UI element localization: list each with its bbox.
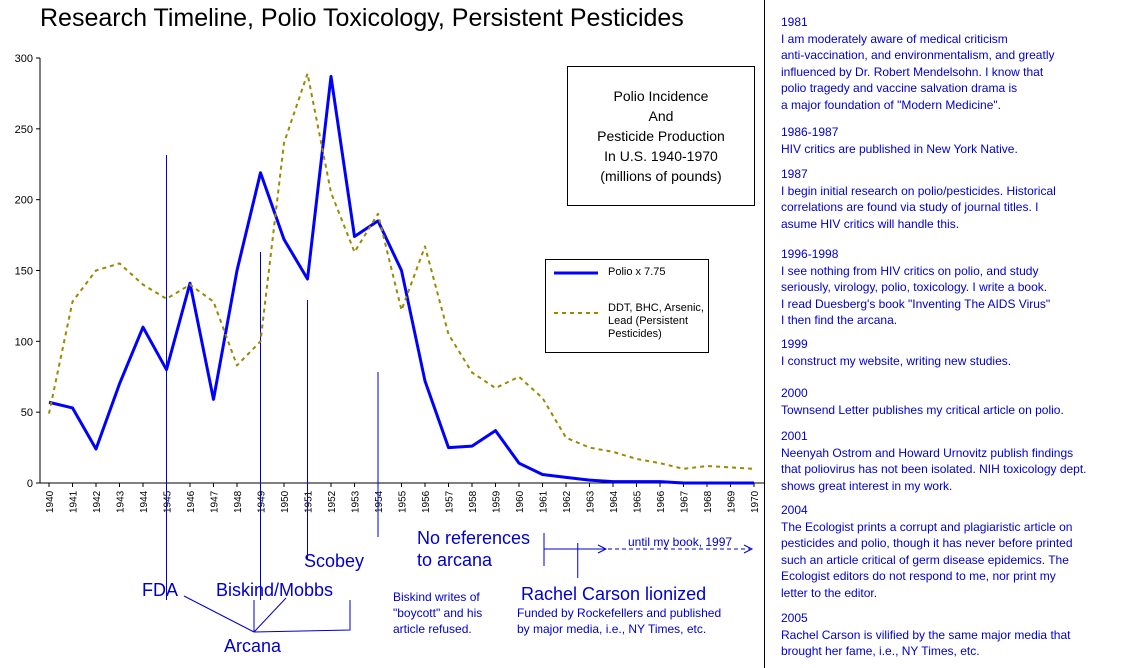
legend-label-pesticides: DDT, BHC, Arsenic, Lead (Persistent Pest… [608, 302, 704, 340]
x-tick-label: 1940 [45, 490, 56, 513]
chart-axes: 0 50 100 150 200 250 300 1940 1941 1942 1943 1944 19… [15, 53, 764, 513]
x-tick-label: 1943 [116, 490, 127, 513]
y-tick-label: 250 [15, 124, 33, 136]
x-tick-label: 1957 [445, 490, 456, 513]
x-tick-label: 1969 [727, 490, 738, 513]
x-tick-label: 1954 [374, 490, 385, 513]
annotation-funded-note: Funded by Rockefellers and published by … [517, 606, 722, 636]
annotation-lines [183, 533, 754, 633]
x-tick-label: 1947 [210, 490, 221, 513]
y-tick-label: 0 [27, 478, 33, 490]
chart-title: Research Timeline, Polio Toxicology, Per… [40, 4, 684, 32]
annotation-until-book: until my book, 1997 [628, 535, 733, 549]
x-tick-label: 1961 [539, 490, 550, 513]
y-tick-label: 100 [15, 336, 33, 348]
timeline-year: 1996-1998 [781, 247, 839, 261]
x-tick-label: 1966 [656, 490, 667, 513]
x-tick-label: 1970 [750, 490, 761, 513]
legend-swatch-pesticides [554, 312, 598, 314]
annotation-arcana: Arcana [224, 636, 282, 656]
x-tick-label: 1942 [92, 490, 103, 513]
x-tick-label: 1963 [586, 490, 597, 513]
timeline-year: 2005 [781, 611, 808, 625]
annotation-scobey: Scobey [304, 551, 365, 571]
x-tick-label: 1962 [562, 490, 573, 513]
x-tick-label: 1950 [280, 490, 291, 513]
timeline-text: Neenyah Ostrom and Howard Urnovitz publi… [781, 445, 1087, 493]
timeline-entry: 1986-1987 HIV critics are published in N… [781, 124, 1018, 157]
y-tick-label: 50 [21, 407, 33, 419]
timeline-entry: 1987 I begin initial research on polio/p… [781, 166, 1056, 232]
panel-divider [764, 0, 765, 668]
x-tick-label: 1941 [69, 490, 80, 513]
timeline-year: 2004 [781, 503, 808, 517]
annotation-biskind-mobbs: Biskind/Mobbs [216, 580, 334, 600]
timeline-year: 2000 [781, 386, 808, 400]
timeline-entry: 2001 Neenyah Ostrom and Howard Urnovitz … [781, 428, 1087, 494]
y-tick-label: 300 [15, 53, 33, 65]
timeline-entry: 1981 I am moderately aware of medical cr… [781, 14, 1054, 113]
x-tick-label: 1965 [633, 490, 644, 513]
arcana-connector-mobbs [253, 597, 287, 633]
timeline-entry: 1999 I construct my website, writing new… [781, 336, 1011, 369]
timeline-text: I am moderately aware of medical critici… [781, 31, 1055, 112]
x-tick-label: 1951 [304, 490, 315, 513]
chart-canvas: 0 50 100 150 200 250 300 1940 1941 1942 1943 1944 19… [15, 53, 764, 633]
x-tick-label: 1960 [515, 490, 526, 513]
x-tick-label: 1955 [398, 490, 409, 513]
x-tick-label: 1952 [327, 490, 338, 513]
x-tick-label: 1967 [680, 490, 691, 513]
x-tick-label: 1968 [703, 490, 714, 513]
until-book-arrowhead [743, 544, 754, 554]
x-tick-label: 1958 [468, 490, 479, 513]
series-line-0 [48, 74, 754, 485]
legend-swatch-polio [554, 271, 598, 275]
x-tick-label: 1945 [163, 490, 174, 513]
timeline-text: I see nothing from HIV critics on polio,… [781, 263, 1051, 328]
timeline-text: I begin initial research on polio/pestic… [781, 183, 1056, 231]
no-ref-arrowhead [597, 544, 608, 554]
chart-legend: Polio x 7.75 DDT, BHC, Arsenic, Lead (Pe… [545, 259, 709, 353]
timeline-entry: 2005 Rachel Carson is vilified by the sa… [781, 610, 1070, 660]
timeline-text: HIV critics are published in New York Na… [781, 141, 1018, 156]
y-tick-label: 200 [15, 195, 33, 207]
annotation-no-references: No references to arcana [417, 528, 531, 570]
timeline-entry: 2004 The Ecologist prints a corrupt and … [781, 502, 1073, 601]
legend-label-polio: Polio x 7.75 [608, 266, 666, 278]
arcana-connector-fda [183, 595, 255, 633]
timeline-text: The Ecologist prints a corrupt and plagi… [781, 519, 1073, 600]
x-tick-label: 1944 [139, 490, 150, 513]
x-tick-label: 1956 [421, 490, 432, 513]
timeline-year: 1987 [781, 167, 808, 181]
timeline-year: 1999 [781, 337, 808, 351]
x-tick-label: 1953 [351, 490, 362, 513]
timeline-text: Townsend Letter publishes my critical ar… [781, 402, 1064, 417]
x-tick-label: 1946 [186, 490, 197, 513]
series-layer [48, 72, 755, 485]
annotation-rachel-carson: Rachel Carson lionized [521, 584, 707, 604]
x-tick-label: 1959 [492, 490, 503, 513]
y-tick-label: 150 [15, 266, 33, 278]
timeline-year: 1981 [781, 15, 808, 29]
x-tick-label: 1964 [609, 490, 620, 513]
timeline-entry: 1996-1998 I see nothing from HIV critics… [781, 246, 1050, 329]
timeline-year: 2001 [781, 429, 808, 443]
annotation-biskind-note: Biskind writes of "boycott" and his arti… [393, 590, 483, 636]
timeline-text: I construct my website, writing new stud… [781, 353, 1012, 368]
annotation-fda: FDA [142, 580, 178, 600]
timeline-text: Rachel Carson is vilified by the same ma… [781, 627, 1071, 659]
timeline-year: 1986-1987 [781, 125, 839, 139]
x-tick-label: 1948 [233, 490, 244, 513]
timeline-entry: 2000 Townsend Letter publishes my critic… [781, 385, 1064, 418]
x-tick-label: 1949 [257, 490, 268, 513]
inset-title-box: Polio Incidence And Pesticide Production… [567, 66, 755, 206]
marker-lines [166, 155, 579, 600]
arcana-connector-scobey [253, 600, 351, 633]
